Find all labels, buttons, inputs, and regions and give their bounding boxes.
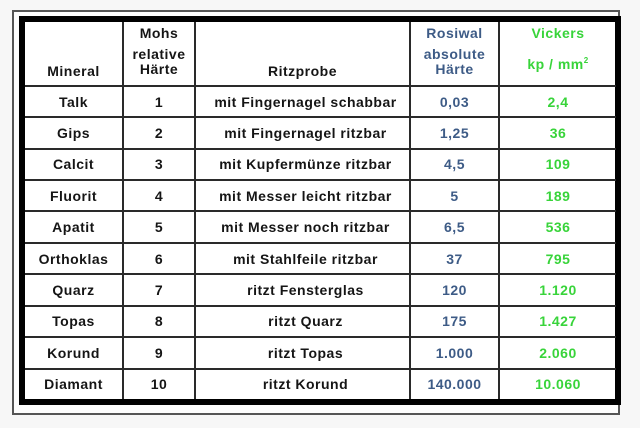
table-row: Orthoklas 6 mit Stahlfeile ritzbar 37 79… [25, 241, 616, 276]
header-ritzprobe: Ritzprobe [194, 22, 411, 87]
header-row: Mineral Mohs relative Härte Ritzprobe Ro… [25, 22, 616, 87]
header-vickers-sup: 2 [583, 56, 589, 65]
cell-mohs: 1 [122, 84, 196, 119]
cell-mohs: 3 [122, 147, 196, 182]
header-vickers-line2: kp / mm2 [500, 53, 616, 72]
cell-rosiwal: 175 [409, 304, 500, 339]
cell-vickers: 10.060 [498, 367, 616, 399]
cell-rosiwal: 4,5 [409, 147, 500, 182]
header-rosiwal: Rosiwal absolute Härte [409, 22, 500, 87]
cell-ritzprobe: mit Kupfermünze ritzbar [194, 147, 411, 182]
cell-mohs: 7 [122, 273, 196, 307]
table-row: Quarz 7 ritzt Fensterglas 120 1.120 [25, 273, 616, 307]
cell-mohs: 6 [122, 241, 196, 276]
cell-ritzprobe: mit Messer leicht ritzbar [194, 179, 411, 213]
cell-vickers: 795 [498, 241, 616, 276]
cell-mohs: 8 [122, 304, 196, 339]
cell-vickers: 109 [498, 147, 616, 182]
cell-ritzprobe: ritzt Fensterglas [194, 273, 411, 307]
cell-mohs: 10 [122, 367, 196, 399]
cell-rosiwal: 120 [409, 273, 500, 307]
cell-vickers: 536 [498, 210, 616, 244]
cell-rosiwal: 0,03 [409, 84, 500, 119]
header-mineral-label: Mineral [47, 62, 100, 79]
cell-ritzprobe: mit Stahlfeile ritzbar [194, 241, 411, 276]
cell-vickers: 189 [498, 179, 616, 213]
cell-mohs: 5 [122, 210, 196, 244]
table-row: Talk 1 mit Fingernagel schabbar 0,03 2,4 [25, 84, 616, 119]
header-vickers-unit: kp / mm [527, 56, 584, 72]
header-mohs: Mohs relative Härte [122, 22, 196, 87]
cell-vickers: 1.427 [498, 304, 616, 339]
table-row: Diamant 10 ritzt Korund 140.000 10.060 [25, 367, 616, 399]
hardness-table: Mineral Mohs relative Härte Ritzprobe Ro… [25, 22, 616, 399]
cell-rosiwal: 6,5 [409, 210, 500, 244]
cell-mineral: Apatit [25, 210, 124, 244]
cell-mineral: Korund [25, 336, 124, 370]
header-vickers-line1: Vickers [531, 25, 585, 41]
cell-mineral: Orthoklas [25, 241, 124, 276]
table-row: Apatit 5 mit Messer noch ritzbar 6,5 536 [25, 210, 616, 244]
table-row: Calcit 3 mit Kupfermünze ritzbar 4,5 109 [25, 147, 616, 182]
cell-ritzprobe: mit Fingernagel ritzbar [194, 116, 411, 150]
header-mineral: Mineral [25, 22, 124, 87]
header-rosiwal-line2: absolute [423, 46, 486, 62]
cell-rosiwal: 140.000 [409, 367, 500, 399]
cell-rosiwal: 5 [409, 179, 500, 213]
table-row: Topas 8 ritzt Quarz 175 1.427 [25, 304, 616, 339]
cell-rosiwal: 1.000 [409, 336, 500, 370]
header-mohs-line1: Mohs [139, 25, 179, 41]
cell-mohs: 2 [122, 116, 196, 150]
cell-ritzprobe: ritzt Topas [194, 336, 411, 370]
header-rosiwal-line1: Rosiwal [426, 25, 483, 41]
cell-mohs: 9 [122, 336, 196, 370]
cell-vickers: 2,4 [498, 84, 616, 119]
cell-mineral: Quarz [25, 273, 124, 307]
cell-rosiwal: 1,25 [409, 116, 500, 150]
cell-vickers: 1.120 [498, 273, 616, 307]
header-mohs-line2: relative [132, 46, 186, 62]
cell-vickers: 36 [498, 116, 616, 150]
cell-vickers: 2.060 [498, 336, 616, 370]
cell-ritzprobe: ritzt Korund [194, 367, 411, 399]
cell-mineral: Gips [25, 116, 124, 150]
cell-mineral: Fluorit [25, 179, 124, 213]
cell-mineral: Topas [25, 304, 124, 339]
cell-mohs: 4 [122, 179, 196, 213]
table-row: Korund 9 ritzt Topas 1.000 2.060 [25, 336, 616, 370]
header-ritzprobe-label: Ritzprobe [267, 62, 338, 79]
cell-mineral: Diamant [25, 367, 124, 399]
header-mohs-line3: Härte [139, 61, 179, 77]
cell-ritzprobe: mit Messer noch ritzbar [194, 210, 411, 244]
cell-rosiwal: 37 [409, 241, 500, 276]
table-row: Fluorit 4 mit Messer leicht ritzbar 5 18… [25, 179, 616, 213]
header-vickers: Vickers kp / mm2 [498, 22, 616, 87]
header-rosiwal-line3: Härte [435, 61, 474, 77]
cell-ritzprobe: mit Fingernagel schabbar [194, 84, 411, 119]
table-row: Gips 2 mit Fingernagel ritzbar 1,25 36 [25, 116, 616, 150]
cell-mineral: Talk [25, 84, 124, 119]
cell-mineral: Calcit [25, 147, 124, 182]
cell-ritzprobe: ritzt Quarz [194, 304, 411, 339]
